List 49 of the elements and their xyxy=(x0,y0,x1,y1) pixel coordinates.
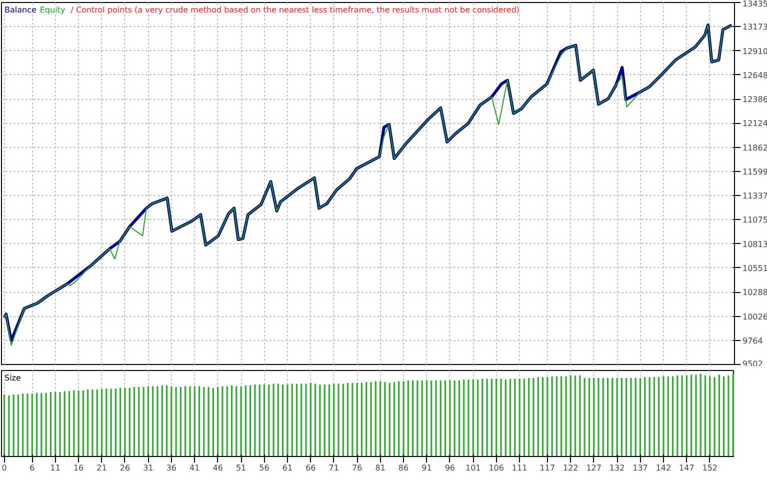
text: Equity xyxy=(40,6,66,14)
y-tick-label: 11337 xyxy=(742,192,767,201)
x-tick-label: 26 xyxy=(120,464,130,472)
x-tick-label: 56 xyxy=(259,464,270,472)
x-tick-label: 46 xyxy=(212,464,223,472)
x-tick-label: 81 xyxy=(375,464,386,472)
x-tick-label: 0 xyxy=(2,464,7,472)
chart-title: Size xyxy=(4,374,21,382)
x-tick-label: 76 xyxy=(352,464,362,472)
x-tick-label: 61 xyxy=(282,464,293,472)
y-tick-label: 12648 xyxy=(742,70,767,80)
x-tick-label: 101 xyxy=(466,464,481,472)
y-tick-label: 12386 xyxy=(742,95,767,104)
x-tick-label: 36 xyxy=(166,464,176,472)
y-tick-label: 10813 xyxy=(742,240,767,249)
x-tick-label: 21 xyxy=(96,464,107,472)
x-tick-label: 41 xyxy=(190,464,200,472)
x-tick-label: 127 xyxy=(586,464,602,472)
x-tick-label: 111 xyxy=(512,464,528,472)
y-tick-label: 10026 xyxy=(742,312,767,322)
x-tick-label: 31 xyxy=(143,464,154,472)
y-tick-label: 11599 xyxy=(742,167,767,176)
x-tick-label: 91 xyxy=(422,464,432,472)
annotation: / Control points (a very crude method based on the nearest less timeframe, the results must not be considered) xyxy=(70,6,520,14)
x-tick-label: 16 xyxy=(73,464,84,472)
y-tick-label: 11075 xyxy=(742,216,767,225)
y-tick-label: 10551 xyxy=(742,264,767,273)
y-tick-label: 12910 xyxy=(742,46,767,56)
y-tick-label: 11862 xyxy=(742,143,767,152)
x-tick-label: 122 xyxy=(562,464,578,472)
x-tick-label: 86 xyxy=(398,464,409,472)
y-tick-label: 10288 xyxy=(742,288,767,298)
x-tick-label: 106 xyxy=(488,464,504,472)
x-tick-label: 66 xyxy=(306,464,316,472)
x-tick-label: 132 xyxy=(609,464,625,472)
x-tick-label: 147 xyxy=(679,464,694,472)
text: Balance xyxy=(4,6,36,14)
x-tick-label: 6 xyxy=(30,464,35,472)
y-tick-label: 13435 xyxy=(742,0,767,8)
x-tick-label: 71 xyxy=(328,464,339,472)
x-tick-label: 117 xyxy=(540,464,556,472)
x-tick-label: 152 xyxy=(702,464,718,472)
x-tick-label: 96 xyxy=(444,464,456,472)
x-tick-label: 142 xyxy=(656,464,672,472)
x-tick-label: 11 xyxy=(50,464,60,472)
y-tick-label: 13173 xyxy=(742,22,767,32)
x-tick-label: 51 xyxy=(236,464,246,472)
x-tick-label: 137 xyxy=(632,464,648,472)
y-tick-label: 9764 xyxy=(742,336,763,346)
